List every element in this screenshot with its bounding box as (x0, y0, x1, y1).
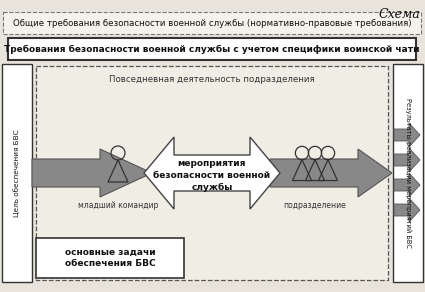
Polygon shape (394, 173, 420, 197)
Text: Схема: Схема (378, 8, 420, 21)
Text: безопасности военной: безопасности военной (153, 171, 271, 180)
Text: Требования безопасности военной службы с учетом специфики воинской чати: Требования безопасности военной службы с… (4, 44, 420, 53)
Text: младший командир: младший командир (78, 201, 158, 210)
Text: службы: службы (191, 182, 232, 192)
Bar (36, 66, 388, 280)
Text: Результаты реализации мероприятий БВС: Результаты реализации мероприятий БВС (405, 98, 411, 248)
Polygon shape (144, 137, 280, 209)
Polygon shape (270, 149, 392, 197)
Polygon shape (394, 148, 420, 172)
Bar (36, 238, 184, 278)
Text: подразделение: подразделение (283, 201, 346, 210)
Bar (3, 12, 421, 34)
Text: Цель обеспечения БВС: Цель обеспечения БВС (14, 129, 20, 217)
Bar (393, 64, 423, 282)
Text: Общие требования безопасности военной службы (нормативно-правовые требования): Общие требования безопасности военной сл… (13, 18, 411, 27)
Text: мероприятия: мероприятия (178, 159, 246, 168)
Polygon shape (394, 198, 420, 222)
Text: основные задачи
обеспечения БВС: основные задачи обеспечения БВС (65, 248, 155, 268)
Polygon shape (394, 123, 420, 147)
Bar (2, 64, 32, 282)
Bar (8, 38, 416, 60)
Text: Повседневная деятельность подразделения: Повседневная деятельность подразделения (109, 74, 315, 84)
Polygon shape (32, 149, 152, 197)
